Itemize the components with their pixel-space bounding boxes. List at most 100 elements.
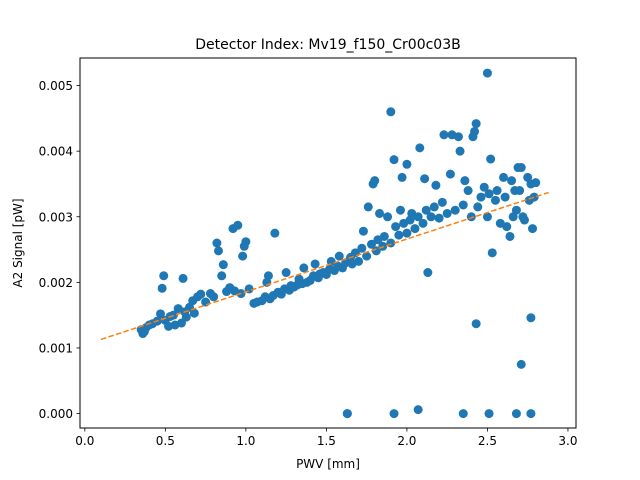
data-point [515,186,525,196]
data-point [241,237,251,247]
data-point [391,222,401,232]
y-tick-label: 0.004 [39,145,73,159]
y-tick-label: 0.003 [39,210,73,224]
data-point [178,273,188,283]
plot-area [100,68,549,419]
x-tick-label: 1.0 [236,434,255,448]
x-tick-label: 3.0 [558,434,577,448]
data-point [505,231,515,241]
data-point [423,268,433,278]
data-point [490,195,500,205]
data-point [439,130,449,140]
data-point [442,208,452,218]
data-point [528,224,538,234]
data-point [209,292,219,302]
data-point [516,163,526,173]
data-point [531,178,541,188]
data-point [458,409,468,419]
y-tick-label: 0.002 [39,276,73,290]
data-point [458,200,468,210]
data-point [492,186,502,196]
data-point [511,409,521,419]
axes-frame [79,57,577,429]
x-axis-label: PWV [mm] [296,457,360,471]
data-point [189,308,199,318]
data-point [334,251,344,261]
data-point [484,189,494,199]
x-tick-label: 0.5 [156,434,175,448]
data-point [502,222,512,232]
data-point [213,246,223,256]
data-point [363,202,373,212]
x-tick-label: 2.5 [478,434,497,448]
data-point [379,231,389,241]
data-point [218,260,228,270]
data-point [402,228,412,238]
data-point [386,107,396,117]
y-tick-label: 0.005 [39,79,73,93]
x-tick-label: 1.5 [317,434,336,448]
data-point [358,226,368,236]
data-point [507,176,517,186]
data-point [212,238,222,248]
chart-title: Detector Index: Mv19_f150_Cr00c03B [195,37,460,53]
data-point [371,246,381,256]
data-point [366,239,376,249]
x-tick-label: 0.0 [75,434,94,448]
data-point [455,146,465,156]
data-point [479,182,489,192]
data-point [370,176,380,186]
data-point [354,256,364,266]
data-point [470,126,480,136]
data-point [421,205,431,215]
data-point [389,409,399,419]
data-point [476,192,486,202]
data-point [484,409,494,419]
data-point [383,212,393,222]
data-point [157,283,167,293]
data-point [326,256,336,266]
data-point [395,205,405,215]
x-axis: 0.0 0.5 1.0 1.5 2.0 2.5 3.0 [75,428,577,448]
data-point [413,405,423,415]
data-point [397,172,407,182]
x-tick-label: 2.0 [397,434,416,448]
data-point [362,251,372,261]
data-point [434,213,444,223]
y-tick-label: 0.001 [39,341,73,355]
data-point [201,297,211,307]
data-point [389,155,399,165]
data-point [217,271,227,281]
data-point [410,224,420,234]
data-point [156,309,166,319]
data-point [418,218,428,228]
data-point [526,409,536,419]
data-point [473,202,483,212]
data-point [471,119,481,129]
data-point [500,192,510,202]
data-point [233,220,243,230]
y-axis-label: A2 Signal [pW] [11,198,25,287]
data-point [431,180,441,190]
data-point [460,176,470,186]
data-point [238,251,248,261]
data-point [437,197,447,207]
data-point [526,313,536,323]
data-point [486,154,496,164]
data-point [529,192,539,202]
data-point [426,212,436,222]
data-point [487,248,497,258]
data-point [511,205,521,215]
data-point [263,271,273,281]
data-point [196,289,206,299]
data-point [482,212,492,222]
data-point [463,186,473,196]
data-point [516,359,526,369]
data-point [375,208,385,218]
data-point [471,319,481,329]
data-point [402,159,412,169]
data-point [394,230,404,240]
y-axis: 0.000 0.001 0.002 0.003 0.004 0.005 [39,79,80,421]
data-point [413,212,423,222]
